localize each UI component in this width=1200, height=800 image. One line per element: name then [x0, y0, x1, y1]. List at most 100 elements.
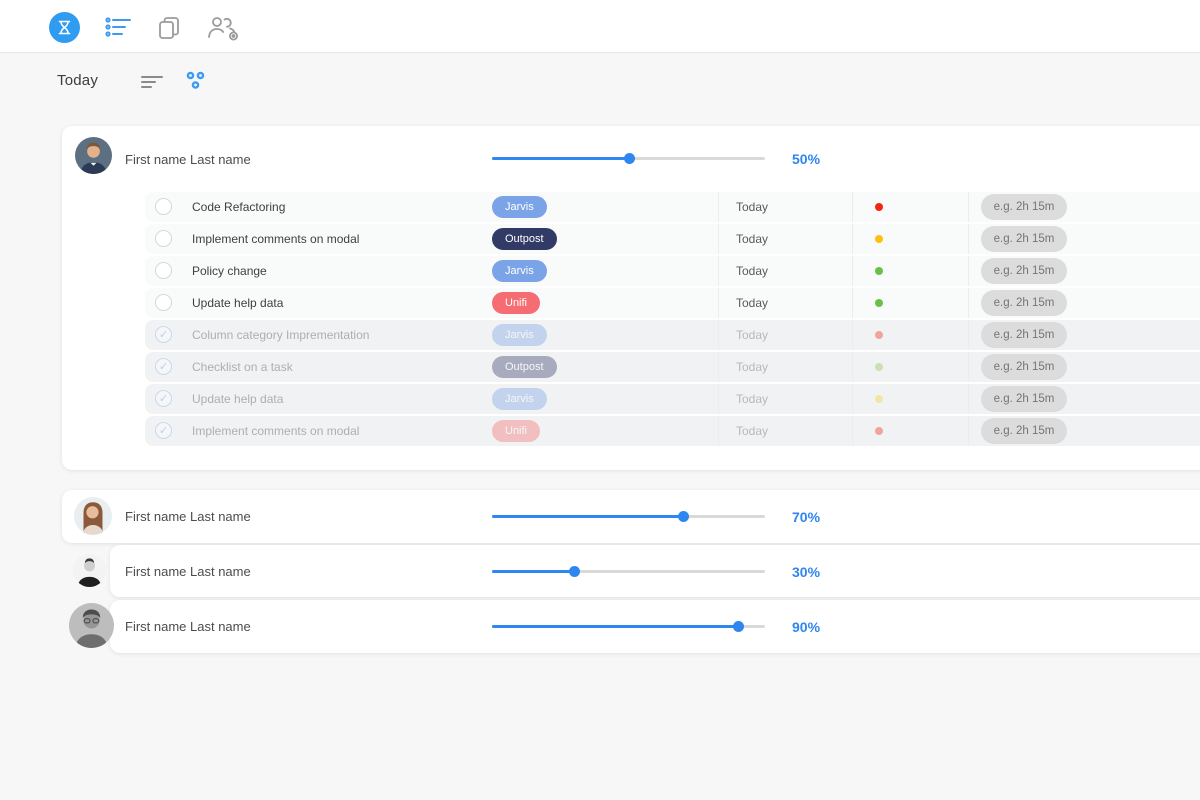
status-cell[interactable] — [852, 192, 968, 222]
slider-thumb[interactable] — [568, 566, 580, 577]
progress-percent: 50% — [792, 151, 821, 167]
task-checkbox[interactable]: ✓ — [155, 390, 172, 407]
time-cell — [968, 416, 1200, 446]
due-date: Today — [736, 200, 769, 214]
status-dot — [875, 331, 883, 339]
task-row[interactable]: ✓ Update help data Jarvis Today — [145, 384, 1200, 414]
task-checkbox[interactable]: ✓ — [155, 294, 172, 311]
slider-track[interactable] — [492, 570, 765, 573]
time-estimate-input[interactable] — [981, 322, 1067, 348]
user-group-card[interactable]: First name Last name 90% — [69, 600, 1200, 653]
due-date-cell[interactable]: Today — [718, 288, 852, 318]
task-row[interactable]: ✓ Checklist on a task Outpost Today — [145, 352, 1200, 382]
slider-fill — [492, 570, 574, 573]
checkmark-icon: ✓ — [159, 361, 169, 373]
slider-thumb[interactable] — [678, 511, 690, 522]
group-by-dots-icon[interactable] — [185, 71, 206, 90]
avatar — [69, 603, 114, 648]
time-estimate-input[interactable] — [981, 258, 1067, 284]
due-date: Today — [736, 424, 769, 438]
due-date-cell[interactable]: Today — [718, 384, 852, 414]
status-cell[interactable] — [852, 320, 968, 350]
copy-pages-icon[interactable] — [156, 15, 182, 41]
user-group-card[interactable]: First name Last name 70% — [62, 490, 1200, 543]
due-date: Today — [736, 264, 769, 278]
progress-percent: 90% — [792, 619, 821, 635]
user-name: First name Last name — [125, 564, 251, 579]
status-dot — [875, 427, 883, 435]
task-checkbox[interactable]: ✓ — [155, 262, 172, 279]
due-date-cell[interactable]: Today — [718, 256, 852, 286]
progress-slider[interactable] — [492, 153, 765, 164]
time-cell — [968, 352, 1200, 382]
progress-percent: 70% — [792, 509, 821, 525]
due-date: Today — [736, 392, 769, 406]
task-name: Code Refactoring — [192, 200, 286, 214]
task-list-icon[interactable] — [104, 15, 132, 39]
due-date-cell[interactable]: Today — [718, 416, 852, 446]
time-estimate-input[interactable] — [981, 418, 1067, 444]
status-cell[interactable] — [852, 256, 968, 286]
task-name: Update help data — [192, 392, 284, 406]
due-date-cell[interactable]: Today — [718, 352, 852, 382]
status-cell[interactable] — [852, 224, 968, 254]
task-row[interactable]: ✓ Code Refactoring Jarvis Today — [145, 192, 1200, 222]
task-tag-badge: Unifi — [492, 420, 541, 442]
task-row[interactable]: ✓ Column category Imprementation Jarvis … — [145, 320, 1200, 350]
status-cell[interactable] — [852, 352, 968, 382]
task-row[interactable]: ✓ Update help data Unifi Today — [145, 288, 1200, 318]
task-row[interactable]: ✓ Implement comments on modal Outpost To… — [145, 224, 1200, 254]
task-name: Implement comments on modal — [192, 424, 360, 438]
time-estimate-input[interactable] — [981, 194, 1067, 220]
task-tag-badge: Jarvis — [492, 260, 547, 282]
status-dot — [875, 395, 883, 403]
due-date-cell[interactable]: Today — [718, 320, 852, 350]
status-dot — [875, 267, 883, 275]
time-estimate-input[interactable] — [981, 386, 1067, 412]
time-cell — [968, 192, 1200, 222]
status-dot — [875, 363, 883, 371]
task-checkbox[interactable]: ✓ — [155, 358, 172, 375]
checkmark-icon: ✓ — [159, 329, 169, 341]
status-cell[interactable] — [852, 384, 968, 414]
time-cell — [968, 384, 1200, 414]
progress-slider[interactable] — [492, 566, 765, 577]
task-row[interactable]: ✓ Implement comments on modal Unifi Toda… — [145, 416, 1200, 446]
task-tag-badge: Outpost — [492, 356, 557, 378]
task-name: Column category Imprementation — [192, 328, 370, 342]
slider-thumb[interactable] — [732, 621, 744, 632]
task-name: Update help data — [192, 296, 284, 310]
status-cell[interactable] — [852, 288, 968, 318]
time-estimate-input[interactable] — [981, 290, 1067, 316]
progress-percent: 30% — [792, 564, 821, 580]
time-cell — [968, 288, 1200, 318]
task-tag-badge: Outpost — [492, 228, 557, 250]
slider-fill — [492, 625, 738, 628]
task-checkbox[interactable]: ✓ — [155, 422, 172, 439]
sort-lines-icon[interactable] — [141, 75, 163, 89]
time-cell — [968, 256, 1200, 286]
user-name: First name Last name — [125, 509, 251, 524]
progress-slider[interactable] — [492, 621, 765, 632]
slider-thumb[interactable] — [623, 153, 635, 164]
due-date-cell[interactable]: Today — [718, 192, 852, 222]
task-checkbox[interactable]: ✓ — [155, 198, 172, 215]
progress-slider[interactable] — [492, 511, 765, 522]
page-title: Today — [57, 72, 99, 89]
task-row[interactable]: ✓ Policy change Jarvis Today — [145, 256, 1200, 286]
due-date-cell[interactable]: Today — [718, 224, 852, 254]
task-tag-badge: Jarvis — [492, 196, 547, 218]
user-group-card[interactable]: First name Last name 30% — [73, 545, 1200, 597]
time-cell — [968, 224, 1200, 254]
status-dot — [875, 203, 883, 211]
task-checkbox[interactable]: ✓ — [155, 326, 172, 343]
user-name: First name Last name — [125, 619, 251, 634]
task-tag-badge: Jarvis — [492, 388, 547, 410]
time-estimate-input[interactable] — [981, 354, 1067, 380]
team-settings-icon[interactable] — [205, 13, 241, 41]
status-cell[interactable] — [852, 416, 968, 446]
time-estimate-input[interactable] — [981, 226, 1067, 252]
due-date: Today — [736, 296, 769, 310]
task-checkbox[interactable]: ✓ — [155, 230, 172, 247]
app-logo-hourglass-icon[interactable] — [49, 12, 80, 43]
